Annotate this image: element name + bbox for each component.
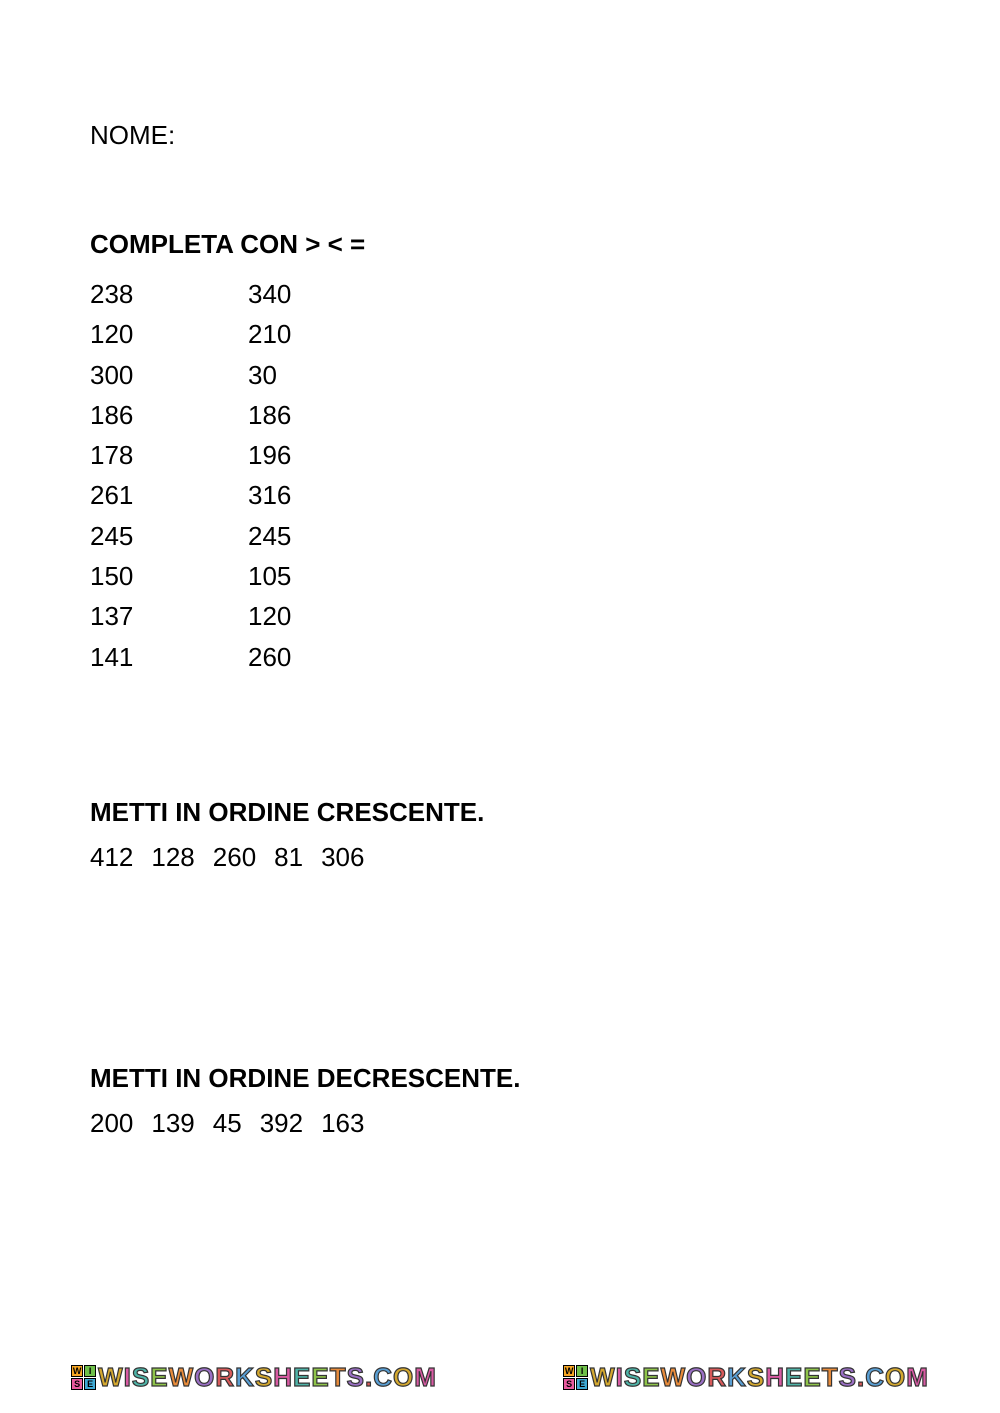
comparison-right-value: 196	[248, 435, 348, 475]
ascending-numbers: 412 128 260 81 306	[90, 842, 910, 873]
comparison-right-value: 105	[248, 556, 348, 596]
comparison-right-value: 260	[248, 637, 348, 677]
comparison-left-value: 186	[90, 395, 248, 435]
comparison-row: 137120	[90, 596, 910, 636]
ascending-number: 412	[90, 842, 133, 872]
descending-number: 139	[151, 1108, 194, 1138]
descending-number: 45	[213, 1108, 242, 1138]
watermark-text: WISEWORKSHEETS.COM	[98, 1362, 437, 1393]
ascending-number: 306	[321, 842, 364, 872]
comparison-right-value: 120	[248, 596, 348, 636]
comparison-right-value: 340	[248, 274, 348, 314]
section3-title: METTI IN ORDINE DECRESCENTE.	[90, 1063, 910, 1094]
comparison-left-value: 137	[90, 596, 248, 636]
comparison-row: 150105	[90, 556, 910, 596]
comparison-left-value: 245	[90, 516, 248, 556]
ascending-section: METTI IN ORDINE CRESCENTE. 412 128 260 81 30…	[90, 797, 910, 873]
watermark-text: WISEWORKSHEETS.COM	[590, 1362, 929, 1393]
watermark: WISEWISEWORKSHEETS.COM	[563, 1362, 929, 1393]
comparison-left-value: 120	[90, 314, 248, 354]
comparison-row: 120210	[90, 314, 910, 354]
ascending-number: 260	[213, 842, 256, 872]
comparison-row: 141260	[90, 637, 910, 677]
comparison-right-value: 210	[248, 314, 348, 354]
watermark-badge-icon: WISE	[71, 1365, 96, 1390]
descending-number: 163	[321, 1108, 364, 1138]
watermark: WISEWISEWORKSHEETS.COM	[71, 1362, 437, 1393]
section2-title: METTI IN ORDINE CRESCENTE.	[90, 797, 910, 828]
comparison-left-value: 261	[90, 475, 248, 515]
comparison-row: 238340	[90, 274, 910, 314]
comparison-left-value: 238	[90, 274, 248, 314]
ascending-number: 81	[274, 842, 303, 872]
descending-section: METTI IN ORDINE DECRESCENTE. 200 139 45 392…	[90, 1063, 910, 1139]
descending-number: 200	[90, 1108, 133, 1138]
descending-numbers: 200 139 45 392 163	[90, 1108, 910, 1139]
comparison-left-value: 150	[90, 556, 248, 596]
comparison-row: 186186	[90, 395, 910, 435]
ascending-number: 128	[151, 842, 194, 872]
watermark-badge-icon: WISE	[563, 1365, 588, 1390]
comparison-right-value: 186	[248, 395, 348, 435]
comparison-left-value: 178	[90, 435, 248, 475]
comparison-row: 178196	[90, 435, 910, 475]
comparison-table: 2383401202103003018618617819626131624524…	[90, 274, 910, 677]
comparison-row: 261316	[90, 475, 910, 515]
section1-title: COMPLETA CON > < =	[90, 229, 910, 260]
watermark-container: WISEWISEWORKSHEETS.COMWISEWISEWORKSHEETS…	[0, 1362, 1000, 1393]
comparison-left-value: 300	[90, 355, 248, 395]
comparison-left-value: 141	[90, 637, 248, 677]
comparison-row: 30030	[90, 355, 910, 395]
comparison-right-value: 245	[248, 516, 348, 556]
comparison-right-value: 316	[248, 475, 348, 515]
descending-number: 392	[260, 1108, 303, 1138]
comparison-row: 245245	[90, 516, 910, 556]
name-label: NOME:	[90, 120, 910, 151]
comparison-right-value: 30	[248, 355, 348, 395]
